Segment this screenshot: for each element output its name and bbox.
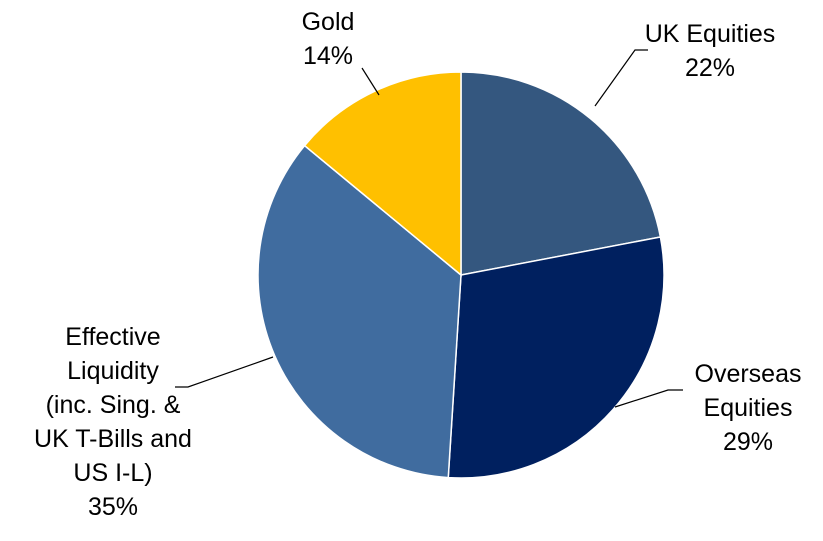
slice-label-overseas-equities: Overseas Equities 29% <box>695 360 802 456</box>
slice-label-line: Effective <box>65 323 160 351</box>
slice-label-uk-equities: UK Equities 22% <box>645 20 776 82</box>
slice-label-line: (inc. Sing. & <box>46 391 181 419</box>
slice-label-line: Overseas <box>695 360 802 388</box>
slice-label-effective-liquidity: Effective Liquidity (inc. Sing. & UK T-Bill… <box>34 323 192 521</box>
slice-effective-liquidity <box>257 144 462 479</box>
leader-line-uk-equities <box>594 49 648 107</box>
slice-label-line: US I-L) <box>73 459 152 487</box>
leader-line-effective-liquidity <box>175 356 274 388</box>
slice-label-line: UK Equities <box>645 20 776 48</box>
slice-value-label: 35% <box>88 493 138 521</box>
slice-labels: UK Equities 22% Overseas Equities 29% Effecti… <box>34 8 801 521</box>
leader-line-gold <box>361 67 380 96</box>
slice-value-label: 29% <box>723 428 773 456</box>
slice-value-label: 22% <box>685 54 735 82</box>
leader-line-overseas-equities <box>614 389 683 408</box>
slice-value-label: 14% <box>303 42 353 70</box>
slice-overseas-equities <box>447 236 665 479</box>
slice-label-line: Equities <box>704 394 793 422</box>
slice-uk-equities <box>460 71 662 276</box>
pie-slices <box>257 71 665 479</box>
slice-label-line: Liquidity <box>67 357 159 385</box>
slice-label-line: UK T-Bills and <box>34 425 192 453</box>
slice-label-gold: Gold 14% <box>302 8 355 70</box>
leader-lines <box>175 49 683 408</box>
slice-label-line: Gold <box>302 8 355 36</box>
slice-gold <box>303 71 462 277</box>
